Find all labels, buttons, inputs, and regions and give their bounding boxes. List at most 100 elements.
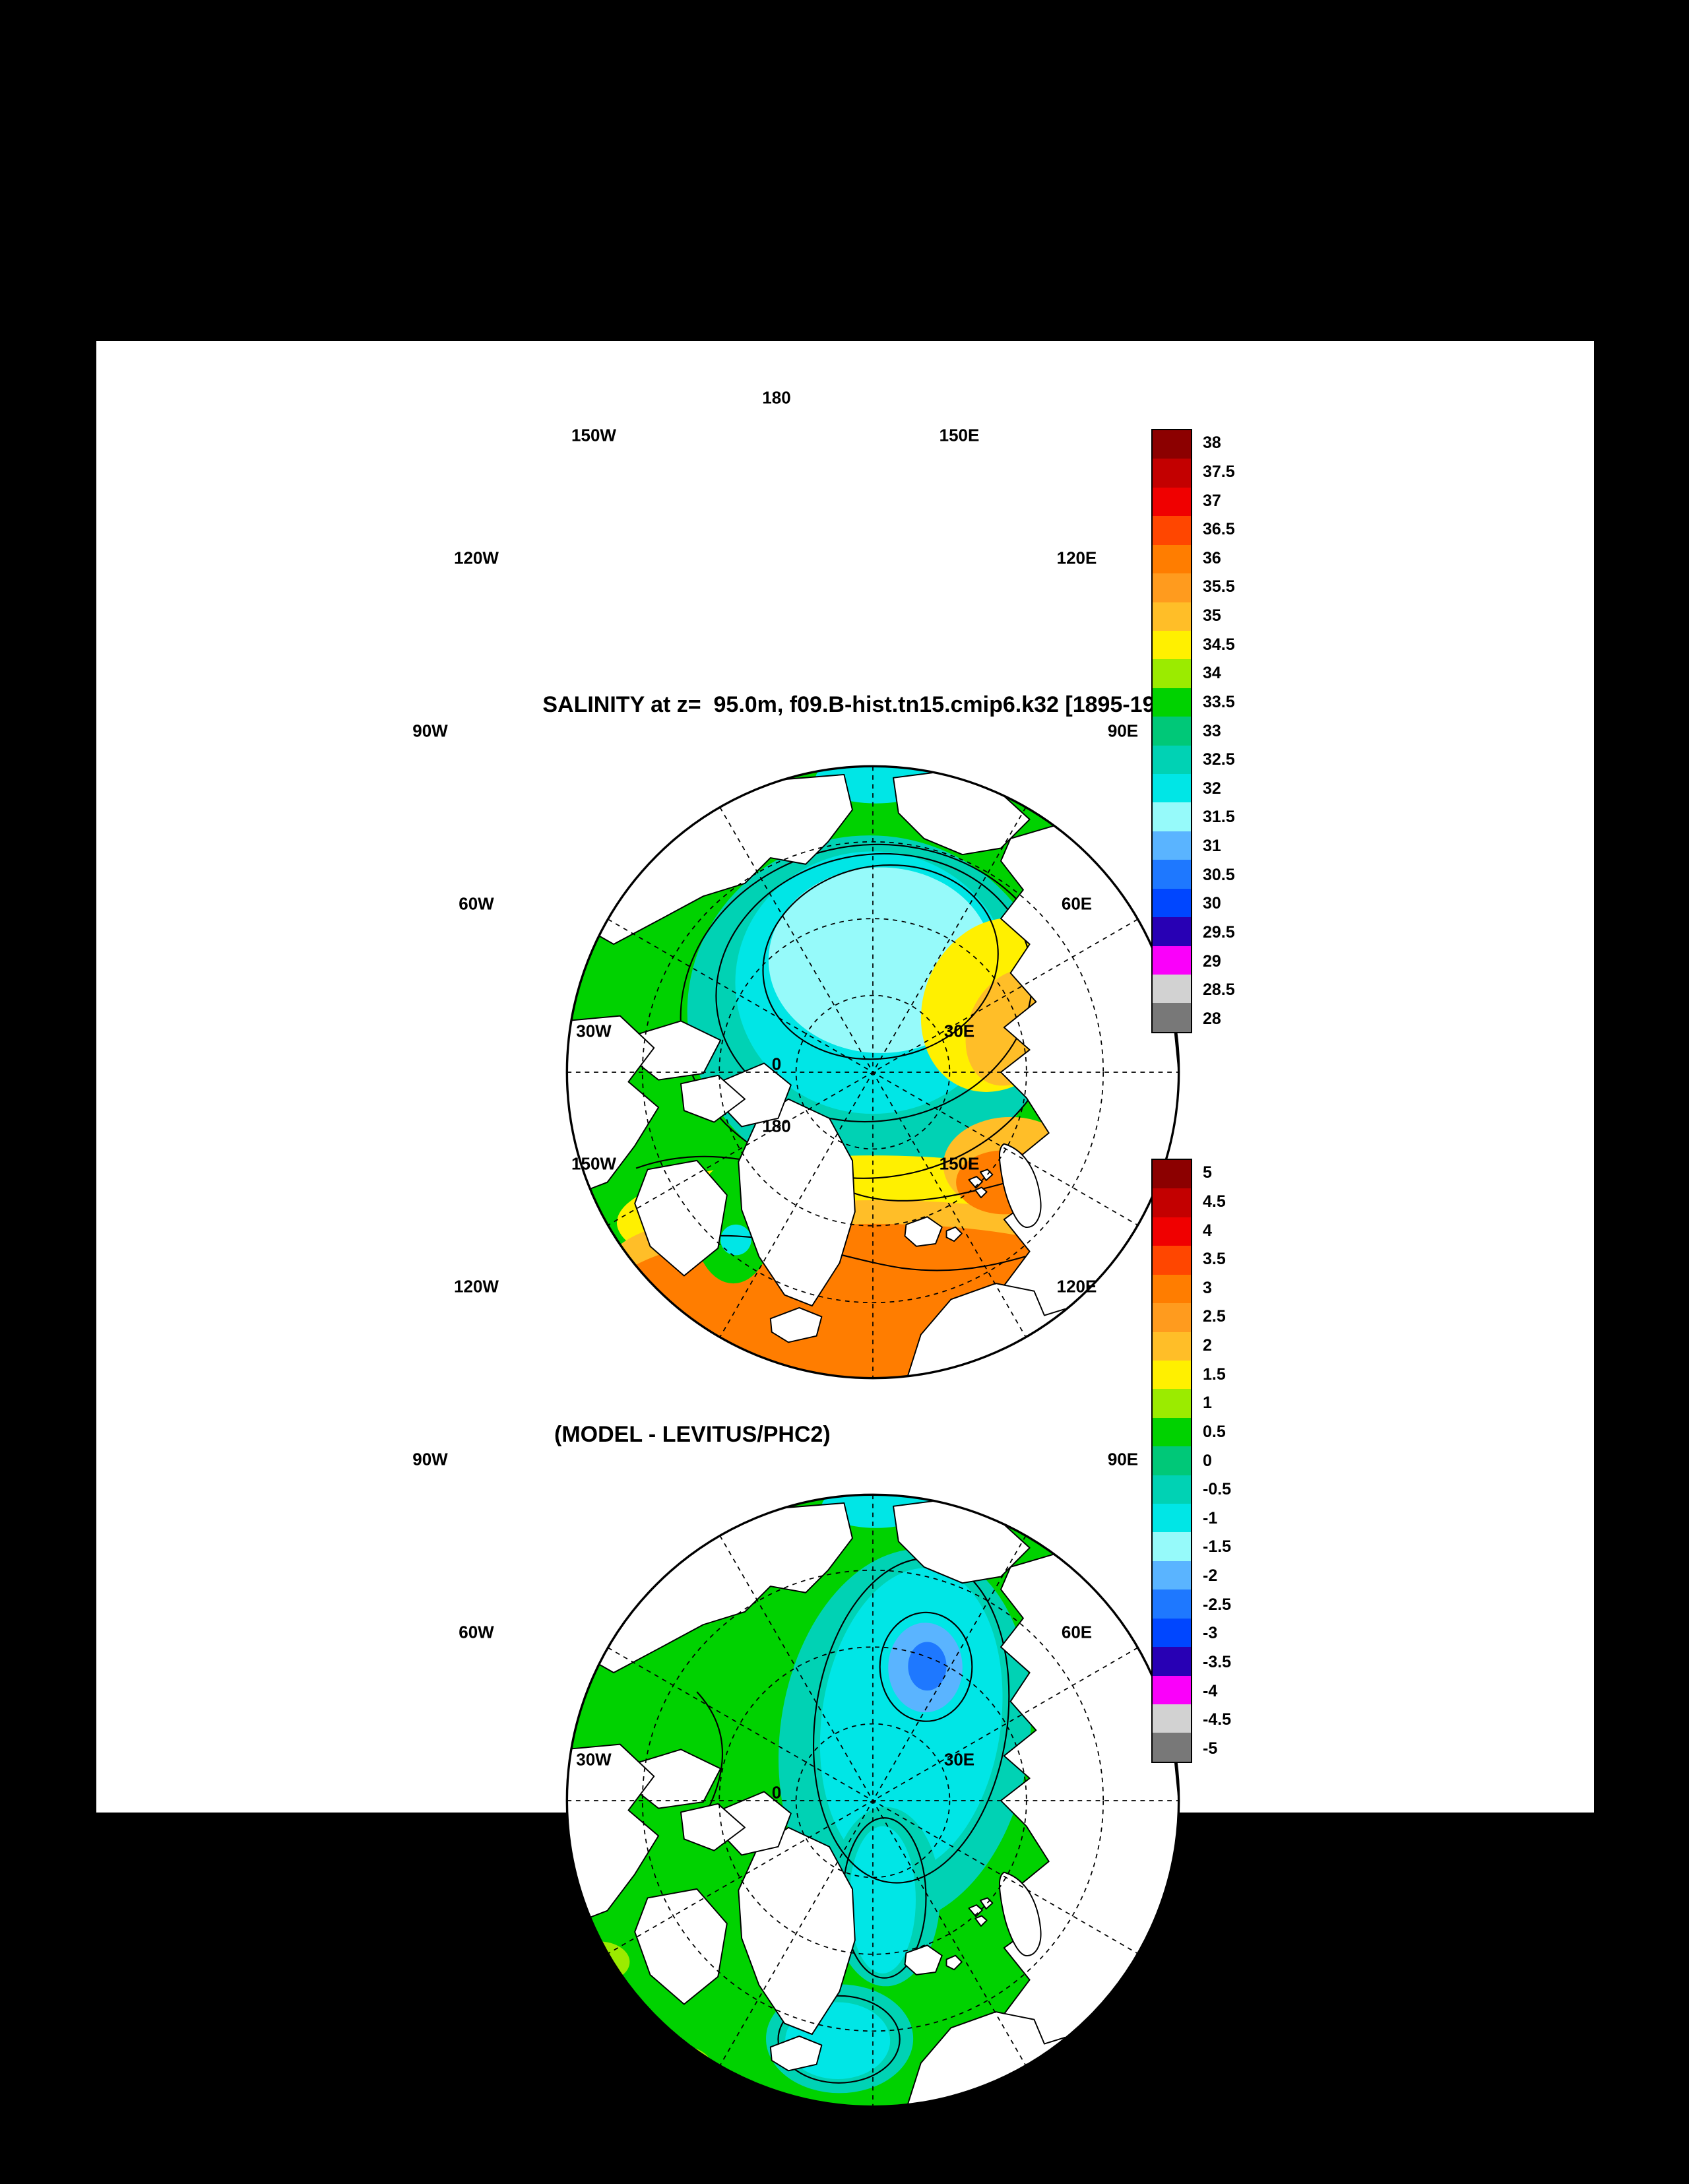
map1-label-90e: 90E bbox=[1107, 721, 1139, 741]
colorbar-tick-label: -3.5 bbox=[1203, 1652, 1232, 1671]
colorbar-cell bbox=[1153, 774, 1191, 803]
colorbar-tick-label: -2.5 bbox=[1203, 1595, 1232, 1614]
colorbar-cell bbox=[1153, 946, 1191, 975]
colorbar-cell bbox=[1153, 1618, 1191, 1648]
diff-yellowgreen-patch-1 bbox=[568, 1941, 630, 1983]
colorbar-cell bbox=[1153, 516, 1191, 545]
colorbar-cell bbox=[1153, 917, 1191, 946]
colorbar-tick-label: 31.5 bbox=[1203, 808, 1235, 827]
colorbar-tick-label: 32.5 bbox=[1203, 750, 1235, 769]
colorbar-tick-label: 3.5 bbox=[1203, 1250, 1226, 1269]
colorbar-tick-label: 2.5 bbox=[1203, 1307, 1226, 1326]
colorbar-cell bbox=[1153, 802, 1191, 831]
colorbar-tick-label: -4 bbox=[1203, 1681, 1218, 1700]
map1-label-30w: 30W bbox=[576, 1021, 612, 1041]
colorbar-tick-label: 30 bbox=[1203, 894, 1221, 913]
colorbar-cell bbox=[1153, 1733, 1191, 1762]
colorbar-tick-label: -5 bbox=[1203, 1739, 1218, 1758]
difference-map-svg bbox=[565, 1493, 1180, 2108]
colorbar-tick-label: -1 bbox=[1203, 1508, 1218, 1527]
map-rim bbox=[565, 1493, 1180, 2108]
colorbar-tick-label: 29 bbox=[1203, 951, 1221, 971]
colorbar-cell bbox=[1153, 487, 1191, 517]
colorbar-tick-label: 30.5 bbox=[1203, 865, 1235, 884]
colorbar-cell bbox=[1153, 1704, 1191, 1733]
colorbar-cell bbox=[1153, 888, 1191, 918]
colorbar-cell bbox=[1153, 831, 1191, 860]
colorbar-cell bbox=[1153, 430, 1191, 459]
salinity-map-title: SALINITY at z= 95.0m, f09.B-hist.tn15.cm… bbox=[542, 692, 1188, 717]
colorbar-tick-label: 29.5 bbox=[1203, 922, 1235, 942]
map1-label-60w: 60W bbox=[459, 893, 494, 914]
difference-colorbar-ticks: 5 4.5 4 3.5 3 2.5 2 1.5 1 0.5 0 -0.5 -1 -1.5 -2 -2.5 -3 -… bbox=[1203, 1159, 1231, 1763]
map-rim bbox=[565, 765, 1180, 1380]
difference-colorbar: 5 4.5 4 3.5 3 2.5 2 1.5 1 0.5 0 -0.5 -1 -1.5 -2 -2.5 -3 -… bbox=[1151, 1159, 1231, 1763]
colorbar-tick-label: 37 bbox=[1203, 491, 1221, 510]
colorbar-tick-label: 3 bbox=[1203, 1278, 1212, 1297]
map1-label-150e: 150E bbox=[939, 425, 980, 445]
colorbar-tick-label: 2 bbox=[1203, 1336, 1212, 1355]
colorbar-cell bbox=[1153, 1560, 1191, 1590]
diff-blue-core bbox=[908, 1642, 947, 1691]
colorbar-tick-label: 4.5 bbox=[1203, 1192, 1226, 1211]
colorbar-cell bbox=[1153, 602, 1191, 631]
colorbar-tick-label: 1 bbox=[1203, 1394, 1212, 1413]
plot-panel: SALINITY at z= 95.0m, f09.B-hist.tn15.cm… bbox=[96, 341, 1594, 2108]
colorbar-tick-label: -2 bbox=[1203, 1566, 1218, 1586]
map2-label-90w: 90W bbox=[412, 1449, 448, 1469]
map1-label-30e: 30E bbox=[943, 1021, 975, 1041]
map2-label-120w: 120W bbox=[454, 1276, 499, 1297]
colorbar-tick-label: 0.5 bbox=[1203, 1422, 1226, 1441]
salinity-colorbar-ticks: 38 37.5 37 36.5 36 35.5 35 34.5 34 33.5 33 32.5 32 31… bbox=[1203, 429, 1235, 1033]
colorbar-cell bbox=[1153, 1417, 1191, 1447]
map2-label-90e: 90E bbox=[1107, 1449, 1139, 1469]
colorbar-cell bbox=[1153, 1274, 1191, 1304]
map2-label-150w: 150W bbox=[571, 1153, 616, 1174]
map2-label-60w: 60W bbox=[459, 1622, 494, 1642]
colorbar-cell bbox=[1153, 1188, 1191, 1217]
diff-orange-spot bbox=[581, 1936, 599, 1954]
map2-label-30e: 30E bbox=[943, 1749, 975, 1770]
colorbar-tick-label: 31 bbox=[1203, 837, 1221, 856]
colorbar-cell bbox=[1153, 688, 1191, 717]
colorbar-cell bbox=[1153, 1389, 1191, 1418]
colorbar-cell bbox=[1153, 1160, 1191, 1189]
colorbar-cell bbox=[1153, 1675, 1191, 1705]
colorbar-cell bbox=[1153, 1590, 1191, 1619]
colorbar-cell bbox=[1153, 544, 1191, 574]
colorbar-tick-label: 34 bbox=[1203, 664, 1221, 683]
colorbar-tick-label: 33.5 bbox=[1203, 692, 1235, 711]
colorbar-tick-label: 32 bbox=[1203, 779, 1221, 798]
colorbar-tick-label: 4 bbox=[1203, 1221, 1212, 1240]
colorbar-cell bbox=[1153, 1475, 1191, 1504]
map1-label-180: 180 bbox=[762, 387, 791, 408]
map1-label-0: 0 bbox=[771, 1054, 782, 1074]
map2-label-120e: 120E bbox=[1056, 1276, 1097, 1297]
salinity-map bbox=[553, 752, 1193, 1392]
difference-map-title: (MODEL - LEVITUS/PHC2) bbox=[554, 1422, 831, 1447]
salinity-colorbar-cells bbox=[1151, 429, 1192, 1033]
colorbar-cell bbox=[1153, 975, 1191, 1004]
colorbar-cell bbox=[1153, 1332, 1191, 1361]
map1-label-120e: 120E bbox=[1056, 548, 1097, 568]
colorbar-cell bbox=[1153, 1504, 1191, 1533]
colorbar-cell bbox=[1153, 1647, 1191, 1676]
map2-label-30w: 30W bbox=[576, 1749, 612, 1770]
colorbar-tick-label: 0 bbox=[1203, 1451, 1212, 1470]
map1-label-120w: 120W bbox=[454, 548, 499, 568]
colorbar-cell bbox=[1153, 659, 1191, 688]
colorbar-tick-label: -0.5 bbox=[1203, 1480, 1232, 1499]
map1-label-150w: 150W bbox=[571, 425, 616, 445]
colorbar-cell bbox=[1153, 1303, 1191, 1332]
colorbar-cell bbox=[1153, 860, 1191, 889]
colorbar-tick-label: 1.5 bbox=[1203, 1365, 1226, 1384]
map2-label-0: 0 bbox=[771, 1782, 782, 1803]
colorbar-tick-label: 28 bbox=[1203, 1009, 1221, 1028]
colorbar-tick-label: -1.5 bbox=[1203, 1537, 1232, 1557]
colorbar-cell bbox=[1153, 1003, 1191, 1032]
colorbar-cell bbox=[1153, 573, 1191, 602]
difference-colorbar-cells bbox=[1151, 1159, 1192, 1763]
colorbar-cell bbox=[1153, 1446, 1191, 1475]
salinity-map-svg bbox=[565, 765, 1180, 1380]
